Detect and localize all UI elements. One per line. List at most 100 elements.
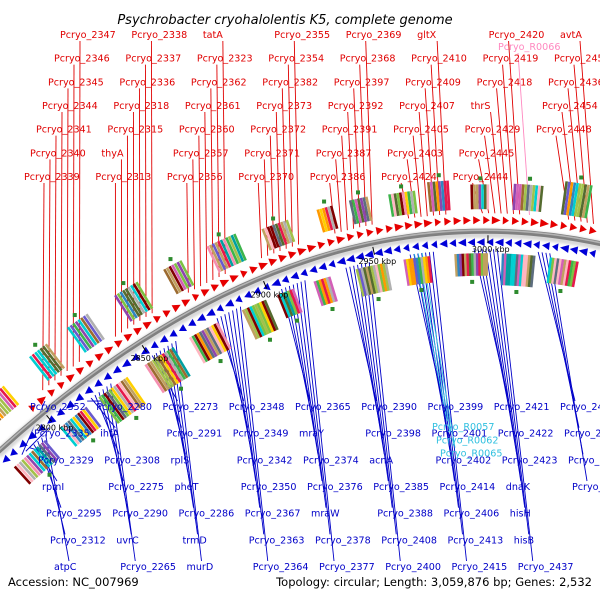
reverse-gene-arrow[interactable] [522, 240, 532, 249]
reverse-gene-arrow[interactable] [216, 304, 225, 312]
reverse-gene-arrow[interactable] [300, 268, 308, 277]
reverse-gene-label[interactable]: Pcryo_2422 [498, 429, 554, 440]
forward-gene-arrow[interactable] [327, 238, 335, 247]
reverse-gene-label[interactable]: trmD [183, 535, 207, 546]
reverse-gene-label[interactable]: Pcryo_2438 [560, 402, 600, 413]
reverse-gene-arrow[interactable] [421, 241, 429, 250]
forward-gene-arrow[interactable] [240, 270, 248, 278]
forward-gene-arrow[interactable] [258, 262, 268, 271]
forward-gene-arrow[interactable] [229, 275, 239, 283]
reverse-gene-arrow[interactable] [75, 393, 85, 402]
reverse-gene-arrow[interactable] [569, 246, 579, 255]
reverse-gene-label[interactable]: Pcryo_2437 [518, 562, 574, 573]
forward-gene-arrow[interactable] [336, 236, 346, 244]
reverse-gene-arrow[interactable] [159, 334, 169, 343]
forward-gene-label[interactable]: Pcryo_2370 [238, 172, 294, 183]
forward-gene-arrow[interactable] [394, 223, 404, 232]
reverse-gene-arrow[interactable] [467, 238, 476, 247]
ncrna-gene-label[interactable]: Pcryo_R0062 [436, 435, 498, 446]
forward-gene-label[interactable]: Pcryo_2448 [536, 125, 592, 136]
reverse-gene-label[interactable]: Pcryo_2348 [229, 402, 285, 413]
reverse-gene-arrow[interactable] [355, 252, 365, 260]
forward-gene-arrow[interactable] [473, 216, 481, 225]
reverse-gene-arrow[interactable] [225, 299, 235, 307]
reverse-gene-arrow[interactable] [533, 241, 540, 250]
forward-gene-label[interactable]: Pcryo_2341 [36, 125, 92, 136]
reverse-gene-label[interactable]: mraY [299, 429, 324, 440]
forward-gene-arrow[interactable] [366, 228, 374, 237]
forward-gene-label[interactable]: Pcryo_2429 [465, 125, 521, 136]
reverse-gene-arrow[interactable] [244, 290, 253, 298]
forward-gene-arrow[interactable] [385, 225, 394, 233]
forward-gene-arrow[interactable] [521, 217, 529, 226]
reverse-gene-arrow[interactable] [169, 329, 178, 337]
forward-gene-arrow[interactable] [65, 374, 75, 383]
reverse-gene-arrow[interactable] [178, 324, 188, 332]
reverse-gene-arrow[interactable] [514, 239, 522, 248]
forward-gene-label[interactable]: gltX [417, 30, 437, 41]
reverse-gene-label[interactable]: Pcryo_2398 [365, 429, 421, 440]
reverse-gene-arrow[interactable] [336, 256, 347, 265]
forward-gene-arrow[interactable] [181, 299, 191, 307]
forward-gene-arrow[interactable] [491, 216, 501, 225]
reverse-gene-arrow[interactable] [38, 423, 47, 432]
reverse-gene-label[interactable]: acnA [369, 455, 393, 466]
reverse-gene-arrow[interactable] [589, 249, 597, 258]
reverse-gene-arrow[interactable] [188, 318, 197, 326]
reverse-gene-label[interactable]: Pcryo_2364 [253, 562, 309, 573]
forward-gene-arrow[interactable] [306, 244, 317, 253]
forward-gene-label[interactable]: Pcryo_2444 [453, 172, 509, 183]
forward-gene-arrow[interactable] [56, 381, 65, 390]
forward-gene-label[interactable]: Pcryo_2382 [262, 77, 318, 88]
forward-gene-label[interactable]: Pcryo_2361 [185, 101, 241, 112]
forward-gene-arrow[interactable] [588, 226, 597, 235]
forward-gene-arrow[interactable] [434, 218, 442, 227]
reverse-gene-label[interactable]: Pcryo_2273 [163, 402, 219, 413]
forward-gene-label[interactable]: Pcryo_2436 [548, 77, 600, 88]
reverse-gene-label[interactable]: Pcryo_2286 [179, 509, 235, 520]
reverse-gene-label[interactable]: Pcryo_2312 [50, 535, 106, 546]
reverse-gene-label[interactable]: Pcryo_2377 [319, 562, 375, 573]
forward-gene-arrow[interactable] [210, 284, 219, 292]
reverse-gene-arrow[interactable] [412, 242, 420, 251]
reverse-gene-arrow[interactable] [431, 240, 438, 249]
forward-gene-arrow[interactable] [453, 217, 462, 226]
reverse-gene-arrow[interactable] [364, 250, 374, 258]
forward-gene-arrow[interactable] [550, 220, 559, 229]
reverse-gene-arrow[interactable] [476, 238, 485, 247]
reverse-gene-label[interactable]: ihfA [100, 429, 119, 440]
forward-gene-arrow[interactable] [249, 266, 258, 274]
reverse-gene-label[interactable]: Pcryo_2402 [436, 455, 492, 466]
reverse-gene-label[interactable]: uvrC [116, 535, 139, 546]
forward-gene-arrow[interactable] [278, 254, 287, 263]
forward-gene-arrow[interactable] [171, 304, 181, 313]
reverse-gene-label[interactable]: Pcryo_2295 [46, 509, 102, 520]
forward-gene-arrow[interactable] [502, 216, 510, 225]
reverse-gene-label[interactable]: Pcryo_2329 [38, 455, 94, 466]
forward-gene-arrow[interactable] [560, 221, 568, 230]
forward-gene-label[interactable]: Pcryo_2337 [125, 54, 181, 65]
forward-gene-label[interactable]: Pcryo_2372 [250, 125, 306, 136]
forward-gene-arrow[interactable] [287, 251, 297, 259]
forward-gene-label[interactable]: avtA [560, 30, 582, 41]
forward-gene-arrow[interactable] [36, 396, 46, 406]
reverse-gene-label[interactable]: Pcryo_2349 [233, 429, 289, 440]
forward-gene-label[interactable]: Pcryo_2346 [54, 54, 110, 65]
reverse-gene-arrow[interactable] [2, 454, 11, 463]
reverse-gene-label[interactable]: Pcryo_2342 [237, 455, 293, 466]
reverse-gene-label[interactable]: Pcryo_2415 [452, 562, 508, 573]
forward-gene-arrow[interactable] [483, 216, 490, 225]
reverse-gene-label[interactable]: Pcryo_2447 [572, 482, 600, 493]
forward-gene-label[interactable]: Pcryo_2339 [24, 172, 80, 183]
reverse-gene-arrow[interactable] [393, 245, 401, 253]
forward-gene-label[interactable]: Pcryo_2410 [411, 54, 467, 65]
forward-gene-label[interactable]: Pcryo_2387 [316, 148, 372, 159]
reverse-gene-label[interactable]: Pcryo_2352 [30, 402, 86, 413]
reverse-gene-label[interactable]: Pcryo_2439 [564, 429, 600, 440]
reverse-gene-label[interactable]: rpmI [42, 482, 64, 493]
reverse-gene-arrow[interactable] [57, 408, 66, 416]
reverse-gene-label[interactable]: Pcryo_2399 [428, 402, 484, 413]
ncrna-gene-label[interactable]: Pcryo_R0065 [440, 449, 502, 460]
forward-gene-arrow[interactable] [219, 279, 230, 288]
forward-gene-label[interactable]: Pcryo_2318 [113, 101, 169, 112]
